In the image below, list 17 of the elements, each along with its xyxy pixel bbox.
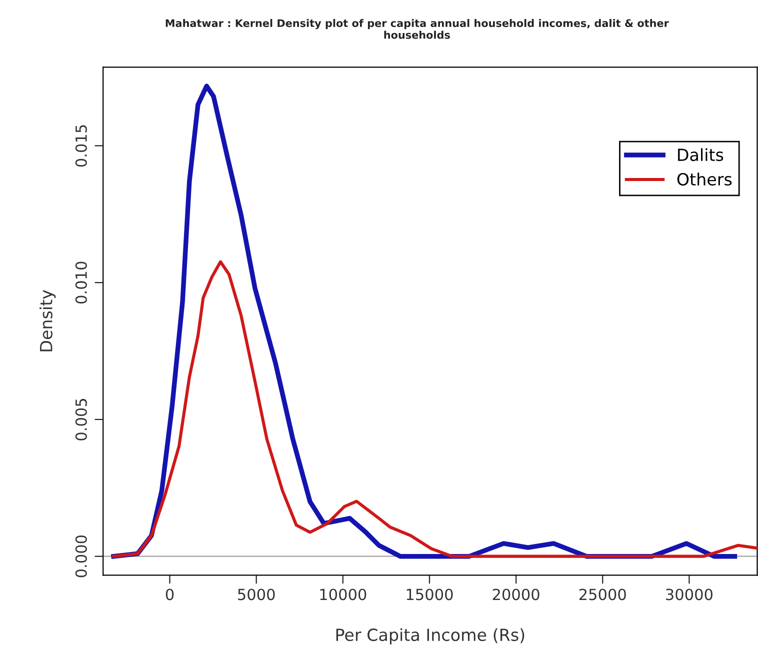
x-tick-label: 30000	[666, 588, 712, 600]
y-tick-label: 0.015	[75, 125, 87, 167]
line-series	[112, 260, 758, 558]
x-axis-title: Per Capita Income (Rs)	[336, 628, 524, 644]
legend-label: Dalits	[678, 148, 724, 162]
x-tick-label: 25000	[579, 588, 626, 600]
chart-title: Mahatwar : Kernel Density plot of per capita annual household incomes, dalit & other households	[166, 19, 669, 39]
y-tick-label: 0.000	[75, 535, 87, 578]
x-tick-label: 10000	[320, 588, 366, 600]
y-tick-label: 0.005	[75, 398, 87, 440]
x-tick-label: 5000	[238, 588, 275, 600]
y-axis-title: Density	[40, 290, 56, 352]
x-tick-label: 15000	[406, 588, 453, 600]
y-tick-label: 0.010	[75, 262, 87, 304]
legend-label: Others	[677, 172, 732, 186]
x-tick-label: 20000	[492, 588, 540, 600]
x-tick-label: 0	[166, 588, 174, 600]
